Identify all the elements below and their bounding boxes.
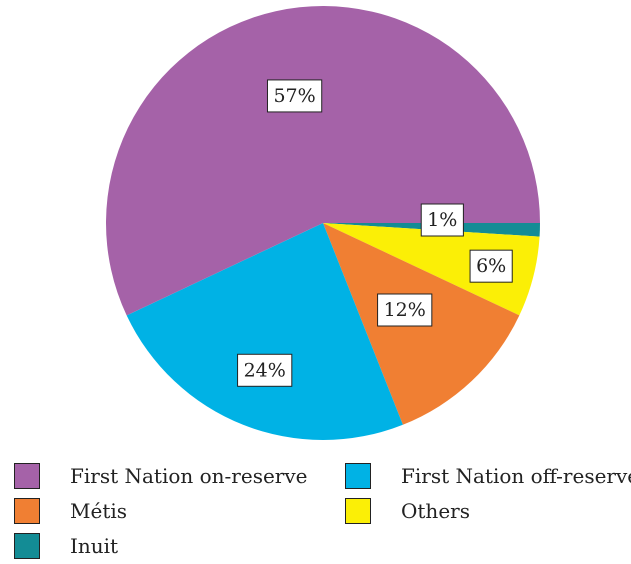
pie-slice-others bbox=[323, 223, 540, 316]
pie-slice-first-nation-on-reserve bbox=[105, 5, 540, 316]
svg-text:57%: 57% bbox=[273, 85, 315, 107]
pie-slice-first-nation-off-reserve bbox=[126, 223, 403, 440]
data-label-first-nation-on-reserve: 57% bbox=[266, 79, 323, 113]
data-label-m-tis: 12% bbox=[377, 293, 433, 327]
data-label-first-nation-off-reserve: 24% bbox=[237, 353, 293, 387]
data-label-others: 6% bbox=[469, 249, 513, 283]
svg-text:6%: 6% bbox=[476, 255, 506, 277]
svg-text:1%: 1% bbox=[427, 209, 457, 231]
svg-text:24%: 24% bbox=[244, 359, 286, 381]
svg-text:12%: 12% bbox=[384, 299, 426, 321]
data-label-inuit: 1% bbox=[420, 203, 464, 237]
